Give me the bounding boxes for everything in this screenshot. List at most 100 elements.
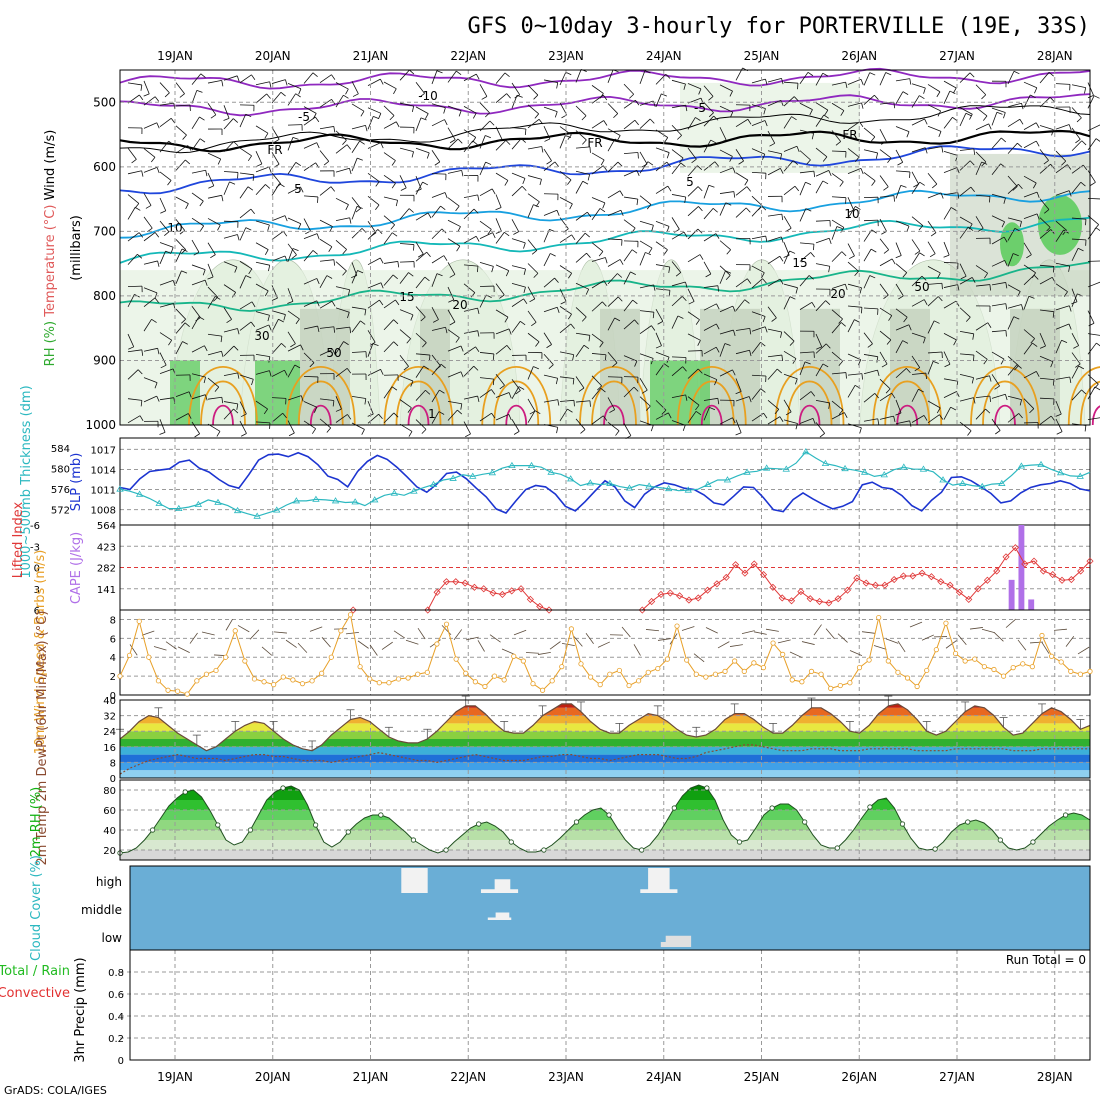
wind-barb bbox=[239, 208, 255, 219]
wind-barb bbox=[143, 260, 160, 267]
thickness-marker bbox=[782, 465, 790, 472]
wind-barb bbox=[351, 205, 363, 220]
wind-barb bbox=[287, 395, 304, 402]
wind-barb bbox=[175, 374, 191, 381]
wind-barb bbox=[879, 195, 895, 202]
wind-barb bbox=[879, 128, 887, 145]
wind-barb bbox=[255, 324, 272, 331]
rh-marker bbox=[150, 827, 156, 833]
wind-barb bbox=[831, 372, 847, 379]
wind-barb bbox=[959, 373, 974, 384]
wind-barb bbox=[751, 374, 767, 383]
wind-barb bbox=[591, 387, 606, 400]
wind-barb bbox=[223, 181, 236, 195]
wind-barb bbox=[447, 238, 461, 252]
wind-barb bbox=[943, 80, 957, 94]
wind-barb bbox=[1023, 329, 1035, 344]
wind-barb bbox=[543, 332, 552, 349]
wind-barb bbox=[847, 423, 862, 434]
wind-speed-marker bbox=[732, 658, 738, 664]
wind-barb bbox=[399, 208, 414, 220]
wind-speed-marker bbox=[155, 678, 162, 684]
wind-barb bbox=[655, 185, 672, 194]
wind-barb bbox=[719, 305, 736, 313]
wind-barb bbox=[527, 118, 544, 129]
wind-barb bbox=[351, 197, 362, 213]
wind-barb bbox=[767, 99, 784, 107]
wind-speed-marker bbox=[607, 671, 613, 677]
wind-barb bbox=[357, 640, 369, 649]
wind-barb bbox=[767, 368, 783, 380]
wind-speed-marker bbox=[1087, 668, 1093, 674]
wind-barb bbox=[639, 70, 651, 85]
wind-barb bbox=[863, 172, 876, 186]
wind-barb bbox=[927, 84, 941, 98]
wind-barb bbox=[735, 396, 752, 403]
wind-speed-marker bbox=[578, 661, 584, 667]
wind-barb bbox=[489, 634, 501, 643]
temp-tick-label: 8 bbox=[110, 758, 116, 769]
wind-barb bbox=[271, 412, 287, 423]
wind-barb bbox=[751, 235, 768, 243]
wind-barb bbox=[207, 296, 221, 309]
wind-barb bbox=[623, 271, 636, 285]
wind-barb bbox=[287, 136, 299, 151]
temp-tick-label: 16 bbox=[103, 743, 116, 754]
wind-barb bbox=[879, 175, 889, 191]
wind-barb bbox=[511, 94, 523, 109]
wind-barb bbox=[687, 410, 702, 423]
temp-tick-label: 24 bbox=[103, 727, 116, 738]
wind-barb bbox=[693, 653, 705, 663]
isotherm-arch bbox=[872, 366, 943, 426]
lifted-index-marker bbox=[424, 606, 432, 614]
wind-barb bbox=[255, 311, 270, 322]
wind-barb bbox=[239, 172, 255, 181]
wind-barb bbox=[495, 373, 505, 390]
wind-barb bbox=[367, 257, 384, 266]
wind-barb bbox=[479, 352, 495, 360]
wind-barb bbox=[303, 250, 318, 262]
pressure-tick-label: 800 bbox=[93, 289, 116, 303]
wind-barb bbox=[479, 332, 495, 339]
wind-barb bbox=[767, 400, 780, 415]
wind-barb bbox=[671, 124, 682, 140]
wind-barb bbox=[783, 116, 797, 129]
temp-band bbox=[120, 707, 1090, 716]
wind-barb bbox=[895, 126, 910, 138]
thickness-marker bbox=[233, 506, 242, 514]
wind-barb bbox=[849, 650, 863, 656]
wind-speed-marker bbox=[530, 681, 536, 687]
temp-band bbox=[120, 754, 1090, 763]
wind-barb bbox=[335, 326, 352, 334]
wind-barb bbox=[671, 162, 686, 175]
wind-barb bbox=[383, 196, 399, 207]
wind-speed-marker bbox=[866, 657, 872, 663]
wind-speed-marker bbox=[376, 680, 382, 686]
wind-barb bbox=[751, 104, 766, 115]
wind-barb bbox=[831, 412, 848, 420]
wind-barb bbox=[223, 307, 232, 323]
cloud-bar bbox=[640, 889, 678, 893]
wind-barb bbox=[847, 148, 860, 163]
wind-barb bbox=[399, 423, 413, 437]
temp-ylabel: 2m Temp 2m DewPt (6hr Min/Max) (°C) bbox=[35, 611, 50, 866]
thickness-marker bbox=[978, 482, 986, 490]
wind-speed-marker bbox=[539, 687, 546, 693]
wind-barb bbox=[477, 640, 485, 652]
thickness-marker bbox=[488, 469, 497, 476]
wind-barb bbox=[767, 328, 783, 338]
wind-barb bbox=[319, 238, 333, 252]
wind-barb bbox=[927, 241, 936, 258]
wind-barb bbox=[415, 147, 430, 159]
wind-barb bbox=[463, 395, 480, 403]
wind-barb bbox=[431, 389, 445, 403]
wind-barb bbox=[1071, 365, 1085, 379]
lifted-index-marker bbox=[918, 569, 926, 577]
wind-barb bbox=[943, 351, 951, 368]
wind-barb bbox=[537, 651, 551, 655]
wind-barb bbox=[1087, 82, 1094, 99]
wind-barb bbox=[1007, 227, 1021, 241]
wind-barb bbox=[895, 368, 911, 379]
isotherm-arch bbox=[798, 404, 821, 426]
wind-barb bbox=[767, 255, 784, 265]
